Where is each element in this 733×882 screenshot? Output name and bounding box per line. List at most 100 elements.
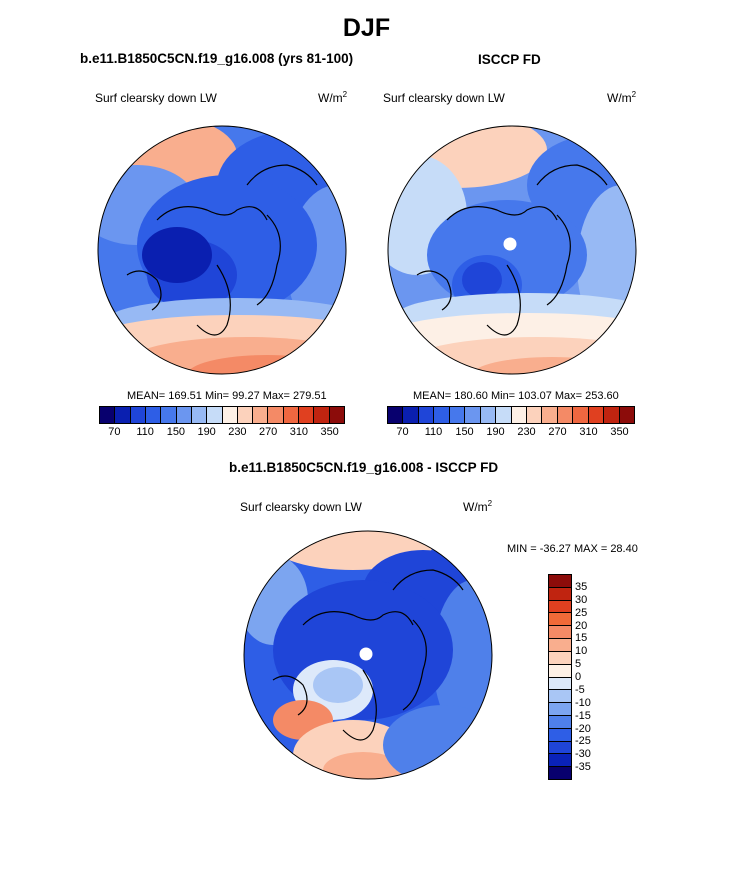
left-stats: MEAN= 169.51 Min= 99.27 Max= 279.51 [127,390,327,402]
colorbar-tick-label: 190 [486,426,505,438]
colorbar-tick-label: 310 [579,426,598,438]
colorbar-swatch [191,407,208,423]
colorbar-swatch [573,407,589,423]
colorbar-tick-label: 150 [455,426,474,438]
colorbar-swatch [549,600,571,614]
colorbar-tick-label: 150 [166,426,186,438]
colorbar-swatch [403,407,419,423]
colorbar-swatch [145,407,162,423]
colorbar-tick-label: 25 [575,606,588,619]
colorbar-tick-label: -20 [575,722,591,735]
right-colorbar-ticks: 70 110 150 190 230 270 310 350 [387,426,635,440]
colorbar-swatch [176,407,192,423]
colorbar-tick-label: 350 [610,426,629,438]
colorbar-tick-label: 110 [136,426,154,438]
colorbar-tick-label: -15 [575,709,591,722]
colorbar-swatch [100,407,116,423]
colorbar-swatch [526,407,543,423]
colorbar-tick-label: 15 [575,632,588,645]
left-variable-label: Surf clearsky down LW [95,91,217,105]
colorbar-tick-label: 30 [575,593,588,606]
colorbar-tick-label: 190 [197,426,216,438]
right-stats: MEAN= 180.60 Min= 103.07 Max= 253.60 [413,390,619,402]
colorbar-swatch [434,407,450,423]
right-polar-map [387,125,637,375]
colorbar-swatch [130,407,146,423]
colorbar-tick-label: 0 [575,671,582,683]
colorbar-tick-label: -5 [575,683,585,696]
left-polar-map [97,125,347,375]
diff-variable-label: Surf clearsky down LW [240,500,362,514]
colorbar-tick-label: 270 [258,426,278,438]
colorbar-swatch [549,690,571,704]
diff-panel-title: b.e11.B1850C5CN.f19_g16.008 - ISCCP FD [229,460,499,475]
left-units-label: W/m2 [318,90,348,106]
colorbar-swatch [329,407,344,423]
figure-title: DJF [342,14,391,42]
colorbar-tick-label: 230 [517,426,536,438]
colorbar-tick-label: -30 [575,748,591,761]
diff-stats: MIN = -36.27 MAX = 28.40 [507,543,638,555]
colorbar-tick-label: 230 [228,426,247,438]
colorbar-tick-label: 70 [396,426,409,438]
diff-polar-map [243,530,493,780]
colorbar-swatch [549,767,571,779]
colorbar-swatch [449,407,466,423]
diff-colorbar-ticks: 35 30 25 20 15 10 5 0 -5 -10 -15 -20 -25 -30 -35 [575,574,615,780]
colorbar-swatch [418,407,435,423]
colorbar-swatch [237,407,254,423]
colorbar-swatch [115,407,131,423]
colorbar-tick-label: 5 [575,658,582,671]
colorbar-swatch [496,407,512,423]
colorbar-tick-label: -10 [575,696,591,709]
colorbar-tick-label: 10 [575,645,588,658]
right-colorbar [387,406,635,424]
colorbar-swatch [299,407,315,423]
colorbar-swatch [549,587,571,601]
colorbar-swatch [549,741,571,755]
colorbar-swatch [283,407,300,423]
colorbar-swatch [619,407,634,423]
colorbar-tick-label: 110 [424,426,443,438]
diff-units-label: W/m2 [463,499,493,515]
colorbar-swatch [161,407,177,423]
colorbar-tick-label: 20 [575,619,588,632]
colorbar-swatch [549,664,571,678]
colorbar-swatch [542,407,558,423]
colorbar-tick-label: 270 [548,426,567,438]
left-colorbar-ticks: 70 110 150 190 230 270 310 350 [99,426,345,440]
colorbar-swatch [549,639,571,652]
right-units-label: W/m2 [607,90,637,106]
colorbar-swatch [268,407,284,423]
colorbar-swatch [549,677,571,691]
colorbar-swatch [588,407,605,423]
colorbar-swatch [388,407,404,423]
left-panel-title: b.e11.B1850C5CN.f19_g16.008 (yrs 81-100) [80,51,354,66]
colorbar-swatch [549,626,571,640]
colorbar-swatch [314,407,330,423]
colorbar-swatch [549,715,571,729]
colorbar-swatch [549,728,571,742]
colorbar-swatch [549,754,571,768]
colorbar-swatch [604,407,620,423]
colorbar-swatch [549,651,571,665]
right-variable-label: Surf clearsky down LW [383,91,505,105]
colorbar-tick-label: 310 [289,426,309,438]
colorbar-swatch [549,703,571,716]
colorbar-tick-label: 70 [108,426,121,438]
colorbar-swatch [549,613,571,627]
colorbar-swatch [549,575,571,588]
colorbar-swatch [557,407,574,423]
left-colorbar [99,406,345,424]
colorbar-swatch [480,407,497,423]
colorbar-swatch [465,407,481,423]
colorbar-tick-label: 35 [575,580,588,593]
right-panel-title: ISCCP FD [478,52,541,67]
diff-colorbar [548,574,572,780]
colorbar-swatch [207,407,223,423]
colorbar-tick-label: -25 [575,735,591,748]
colorbar-swatch [511,407,527,423]
colorbar-swatch [222,407,238,423]
colorbar-tick-label: 350 [320,426,339,438]
colorbar-tick-label: -35 [575,761,591,774]
